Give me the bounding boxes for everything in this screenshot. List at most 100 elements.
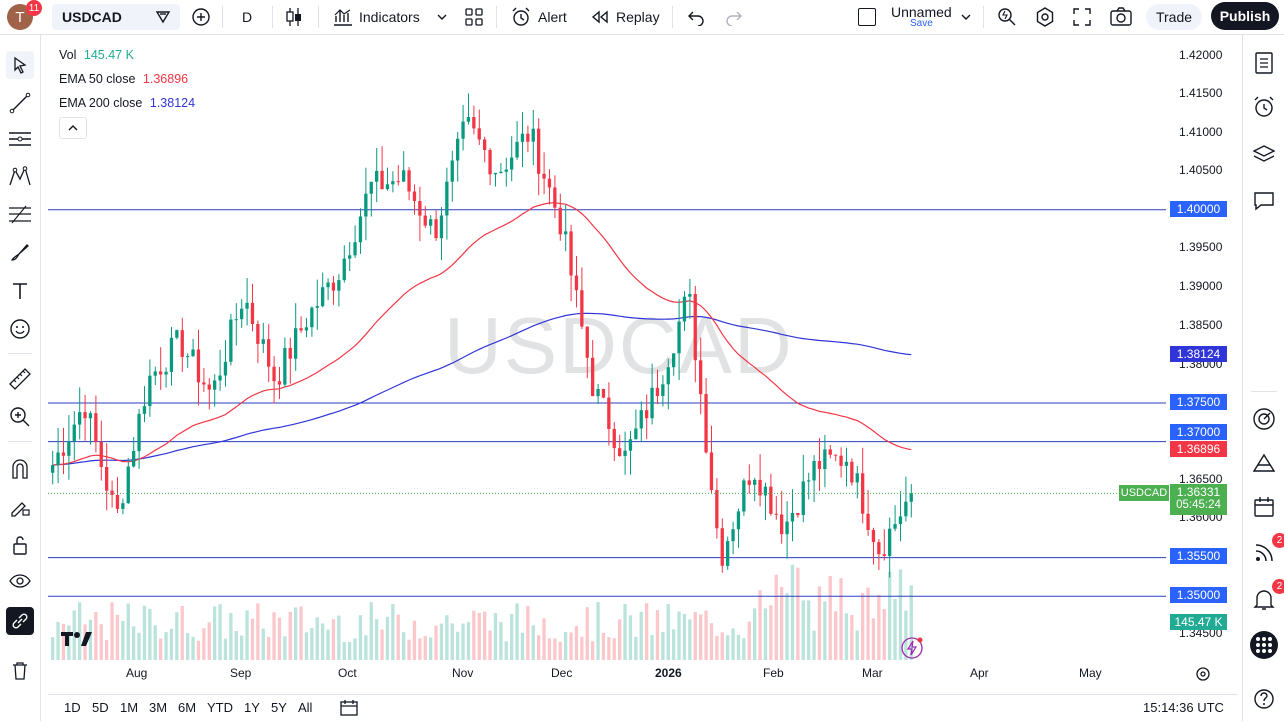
symbol-menu-icon[interactable]	[154, 9, 172, 25]
candle-body	[888, 528, 892, 556]
sync-drawings-tool[interactable]	[6, 607, 34, 635]
horizontal-level-price-box[interactable]: 1.37500	[1170, 394, 1227, 410]
horizontal-level-price-box[interactable]: 1.35000	[1170, 587, 1227, 603]
help-button[interactable]	[1250, 685, 1278, 713]
volume-bar	[520, 632, 525, 660]
ideas-button[interactable]	[1250, 449, 1278, 477]
candle-body	[477, 128, 481, 140]
volume-bar	[169, 628, 174, 660]
redo-icon[interactable]	[724, 8, 744, 26]
chart-settings-icon[interactable]	[1195, 666, 1211, 682]
ema50-legend[interactable]: EMA 50 close 1.36896	[59, 72, 188, 86]
layout-save-label[interactable]: Save	[910, 18, 933, 29]
hide-drawings-tool[interactable]	[6, 567, 34, 595]
undo-icon[interactable]	[686, 8, 706, 26]
horizontal-level-price-box[interactable]: 1.35500	[1170, 548, 1227, 564]
pattern-tool[interactable]	[6, 163, 34, 191]
horizontal-level-price-box[interactable]: 1.40000	[1170, 201, 1227, 217]
ema200-legend[interactable]: EMA 200 close 1.38124	[59, 96, 195, 110]
volume-bar	[353, 638, 357, 660]
watchlist-button[interactable]	[1250, 49, 1278, 77]
range-button-3m[interactable]: 3M	[149, 700, 168, 715]
candles-chart-type-icon[interactable]	[284, 6, 304, 28]
camera-snapshot-icon[interactable]	[1109, 6, 1133, 28]
notifications-button[interactable]: 2	[1250, 579, 1284, 613]
volume-bar	[655, 610, 660, 660]
alert-button[interactable]: Alert	[510, 0, 567, 34]
volume-bar	[267, 637, 271, 660]
candle-body	[499, 171, 503, 173]
layout-checkbox[interactable]	[858, 8, 876, 26]
replay-button[interactable]: Replay	[590, 0, 660, 34]
volume-bar	[99, 624, 103, 660]
news-stream-button[interactable]: 2	[1250, 533, 1284, 567]
volume-bar	[342, 642, 346, 660]
notification-badge: 11	[26, 0, 42, 16]
quick-search-icon[interactable]	[996, 6, 1018, 28]
chats-button[interactable]	[1250, 187, 1278, 215]
candle-body	[758, 479, 762, 496]
volume-bar	[164, 632, 168, 660]
collapse-legend-button[interactable]	[59, 117, 87, 139]
fib-tool[interactable]	[6, 201, 34, 229]
range-button-5y[interactable]: 5Y	[271, 700, 287, 715]
screener-button[interactable]	[1250, 405, 1278, 433]
candle-body	[736, 511, 741, 530]
symbol-search[interactable]: USDCAD	[52, 4, 180, 30]
volume-bar	[769, 605, 773, 660]
emoji-tool[interactable]	[6, 315, 34, 343]
templates-grid-icon[interactable]	[464, 7, 484, 27]
volume-bar	[747, 621, 751, 660]
volume-bar	[364, 635, 368, 660]
measure-tool[interactable]	[6, 365, 34, 393]
indicators-button[interactable]: Indicators	[332, 0, 420, 34]
settings-gear-icon[interactable]	[1034, 6, 1056, 28]
lock-drawings-tool[interactable]	[6, 531, 34, 559]
object-tree-button[interactable]	[1250, 141, 1278, 169]
candle-body	[466, 117, 471, 122]
products-menu-button[interactable]	[1250, 631, 1278, 659]
trend-line-tool[interactable]	[6, 89, 34, 117]
candle-body	[202, 382, 206, 385]
range-button-1m[interactable]: 1M	[120, 700, 139, 715]
range-button-6m[interactable]: 6M	[178, 700, 197, 715]
add-symbol-icon[interactable]	[191, 7, 211, 27]
candle-body	[67, 441, 71, 456]
horizontal-level-price-box[interactable]: 1.37000	[1170, 424, 1227, 440]
price-chart[interactable]	[48, 40, 1166, 662]
interval-button[interactable]: D	[242, 9, 253, 25]
stay-in-drawing-tool[interactable]	[6, 493, 34, 521]
volume-bar	[331, 619, 336, 660]
range-button-all[interactable]: All	[298, 700, 313, 715]
alerts-button[interactable]	[1250, 93, 1278, 121]
volume-bar	[51, 637, 55, 660]
fullscreen-icon[interactable]	[1072, 7, 1092, 27]
magnet-tool[interactable]	[6, 455, 34, 483]
lightning-icon[interactable]	[900, 636, 924, 660]
brush-tool[interactable]	[6, 239, 34, 267]
publish-button[interactable]: Publish	[1211, 2, 1279, 30]
remove-drawings-tool[interactable]	[6, 657, 34, 685]
chevron-down-icon[interactable]	[960, 12, 972, 22]
volume-bar	[677, 611, 681, 660]
cursor-tool[interactable]	[6, 51, 34, 79]
zoom-tool[interactable]	[6, 403, 34, 431]
range-button-ytd[interactable]: YTD	[207, 700, 233, 715]
range-button-1d[interactable]: 1D	[64, 700, 81, 715]
candle-body	[850, 461, 854, 483]
volume-legend[interactable]: Vol 145.47 K	[59, 48, 134, 62]
utc-clock[interactable]: 15:14:36 UTC	[1143, 700, 1224, 715]
calendar-button[interactable]	[1250, 493, 1278, 521]
volume-bar	[159, 638, 163, 660]
text-tool[interactable]	[6, 277, 34, 305]
layout-name[interactable]: Unnamed	[891, 4, 952, 20]
volume-bar	[396, 614, 400, 660]
horizontal-lines-tool[interactable]	[6, 125, 34, 153]
trade-button[interactable]: Trade	[1146, 4, 1202, 30]
volume-bar	[542, 618, 546, 660]
go-to-date-icon[interactable]	[338, 698, 360, 718]
range-button-1y[interactable]: 1Y	[244, 700, 260, 715]
range-button-5d[interactable]: 5D	[92, 700, 109, 715]
volume-bar	[310, 628, 314, 660]
chevron-down-icon[interactable]	[436, 12, 448, 22]
